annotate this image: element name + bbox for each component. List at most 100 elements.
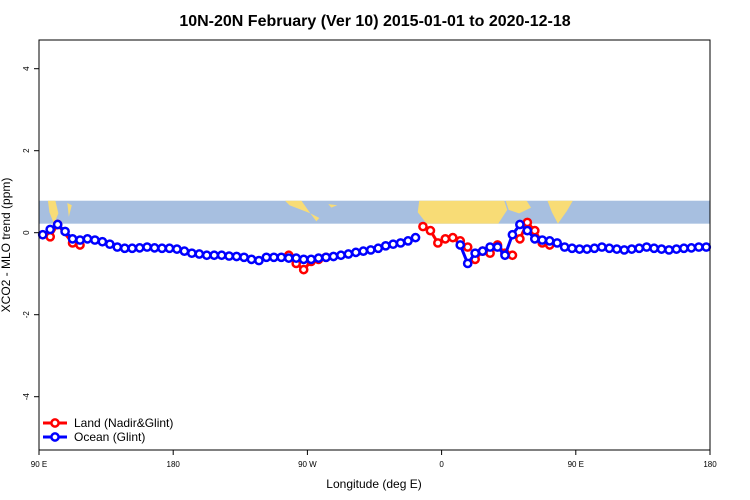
data-point: [283, 253, 294, 263]
data-point: [649, 243, 659, 254]
data-point: [515, 234, 525, 244]
data-point: [254, 255, 264, 266]
land-mass: [417, 200, 508, 224]
data-point: [142, 242, 152, 252]
data-point: [201, 250, 212, 261]
data-point: [45, 224, 56, 235]
data-point: [671, 244, 682, 254]
data-point: [37, 229, 48, 240]
x-tick-label: 180: [167, 460, 181, 469]
data-point: [358, 246, 369, 256]
data-point: [313, 253, 324, 263]
data-point: [425, 225, 436, 236]
data-point: [462, 242, 473, 252]
chart-title: 10N-20N February (Ver 10) 2015-01-01 to …: [179, 13, 570, 30]
legend-entry: Ocean (Glint): [74, 430, 145, 444]
data-point: [656, 244, 667, 254]
data-point: [134, 243, 145, 253]
legend-swatch-marker: [50, 418, 60, 428]
data-point: [589, 243, 600, 254]
land-mass: [505, 200, 532, 214]
y-tick-label: 2: [22, 148, 31, 153]
data-point: [149, 243, 160, 253]
data-point: [634, 243, 645, 254]
data-point: [433, 238, 443, 248]
data-point: [522, 225, 533, 236]
plot-frame: [38, 39, 711, 451]
data-point: [604, 243, 615, 254]
data-point: [462, 258, 473, 269]
land-mass: [547, 200, 573, 224]
x-tick-label: 90 E: [568, 460, 584, 469]
data-point: [291, 253, 302, 263]
data-point: [186, 248, 197, 259]
data-point: [440, 234, 451, 244]
data-point: [626, 244, 637, 254]
data-point: [157, 243, 167, 254]
data-point: [380, 240, 391, 251]
data-point: [664, 245, 674, 255]
legend: Land (Nadir&Glint)Ocean (Glint): [43, 416, 173, 444]
data-point: [641, 242, 652, 252]
data-point: [261, 252, 272, 263]
data-point: [522, 217, 533, 228]
x-axis: 90 E 180 90 W 0 90 E 180: [31, 450, 717, 469]
data-point: [388, 239, 398, 250]
data-point: [321, 252, 331, 263]
data-point: [500, 250, 510, 261]
data-point: [410, 232, 421, 243]
data-point: [239, 252, 249, 263]
y-tick-label: -2: [22, 311, 31, 319]
x-tick-label: 90 W: [298, 460, 317, 469]
series-ocean: [37, 219, 712, 269]
data-point: [104, 239, 115, 250]
data-point: [269, 252, 279, 263]
data-point: [164, 243, 175, 254]
legend-entry: Land (Nadir&Glint): [74, 416, 173, 430]
data-point: [701, 242, 712, 252]
legend-swatch-marker: [50, 432, 60, 442]
data-point: [507, 229, 518, 240]
data-point: [582, 244, 592, 254]
data-point: [343, 249, 354, 259]
data-point: [52, 219, 63, 230]
data-point: [60, 226, 70, 237]
x-axis-label: Longitude (deg E): [326, 477, 421, 491]
data-point: [395, 238, 406, 248]
data-point: [127, 243, 138, 254]
data-point: [224, 251, 234, 261]
data-point: [470, 248, 480, 259]
data-point: [75, 235, 85, 245]
y-axis-label: XCO2 - MLO trend (ppm): [0, 178, 13, 313]
y-tick-label: -4: [22, 393, 31, 401]
land-mass: [328, 204, 338, 208]
data-point: [693, 242, 704, 252]
data-point: [529, 234, 540, 244]
data-point: [67, 234, 78, 244]
data-point: [492, 242, 503, 252]
data-point: [686, 243, 697, 253]
data-point: [336, 250, 346, 261]
data-point: [194, 249, 205, 259]
series-layer: [37, 217, 712, 275]
data-point: [179, 246, 190, 256]
data-point: [447, 232, 458, 243]
y-tick-label: 0: [22, 230, 31, 235]
map-strip: [39, 200, 710, 224]
data-point: [373, 243, 384, 254]
data-point: [172, 244, 182, 254]
data-point: [97, 236, 108, 247]
land-mass: [310, 213, 320, 222]
land-mass: [285, 200, 311, 214]
ocean-band: [39, 200, 710, 224]
data-point: [276, 252, 287, 263]
data-point: [90, 235, 100, 245]
data-point: [597, 242, 607, 252]
data-point: [298, 264, 309, 275]
data-point: [619, 245, 630, 255]
data-point: [485, 242, 495, 252]
data-point: [231, 251, 242, 262]
data-point: [298, 254, 309, 265]
data-point: [45, 231, 56, 242]
